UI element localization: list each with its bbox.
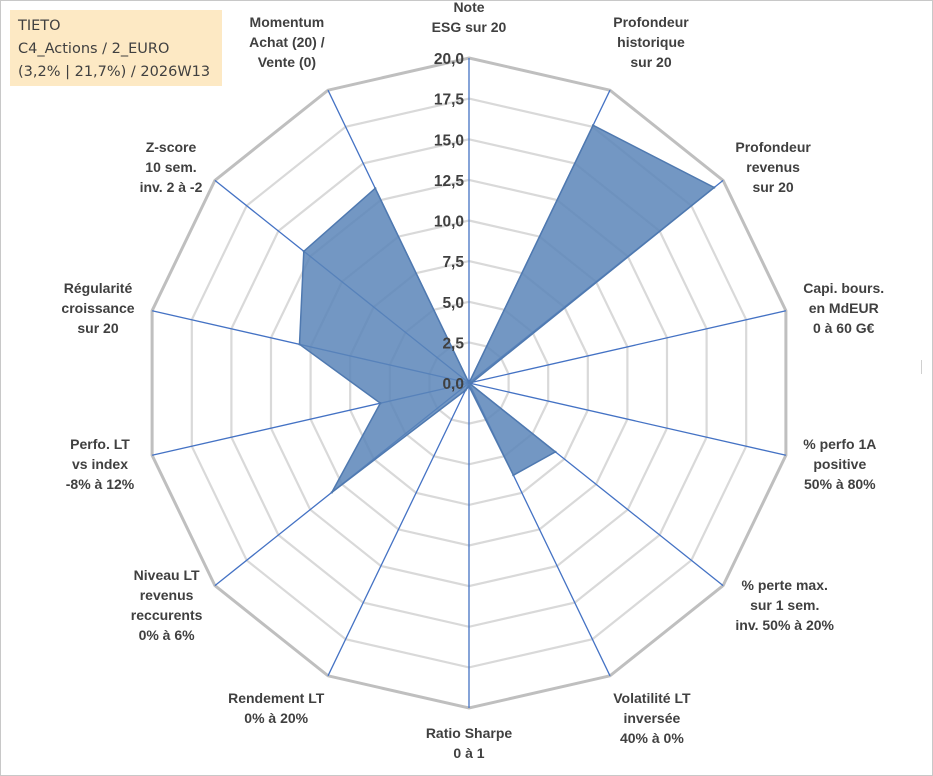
tick-label: 17,5 [434, 92, 465, 109]
tick-label: 0,0 [442, 376, 464, 393]
stock-name: TIETO [18, 18, 61, 34]
axis-label-line: 0 à 60 G€ [813, 320, 875, 336]
tick-label: 12,5 [434, 173, 465, 190]
axis-label-line: 10 sem. [145, 159, 196, 175]
data-point [467, 381, 471, 385]
axis-label-line: sur 20 [77, 320, 118, 336]
data-point [379, 402, 382, 405]
tick-label: 10,0 [434, 214, 464, 231]
axis-label-line: sur 20 [630, 54, 671, 70]
axis-label-line: 50% à 80% [804, 476, 876, 492]
axis-label-line: Note [453, 0, 484, 15]
axis-label-line: 0% à 20% [244, 710, 308, 726]
tick-label: 20,0 [434, 51, 464, 68]
axis-label-line: reccurents [131, 607, 203, 623]
data-point [374, 187, 377, 190]
axis-label-line: historique [617, 34, 685, 50]
axis-label: Volatilité LT inversée 40% à 0% [613, 690, 691, 746]
axis-label-line: vs index [72, 456, 128, 472]
axis-label-line: Z-score [146, 139, 197, 155]
axis-label-line: sur 1 sem. [750, 597, 819, 613]
axis-label-line: Profondeur [735, 139, 811, 155]
axis-label-line: Ratio Sharpe [426, 725, 513, 741]
axis-label-line: 0% à 6% [139, 627, 196, 643]
axis-label-line: 40% à 0% [620, 730, 684, 746]
data-point [330, 491, 333, 494]
axis-label-line: revenus [746, 159, 800, 175]
axis-label-line: sur 20 [752, 179, 793, 195]
data-point [464, 389, 467, 392]
axis-label-line: Vente (0) [258, 54, 316, 70]
axis-label-line: revenus [140, 587, 194, 603]
axis-label-line: Capi. bours. [803, 280, 884, 296]
axis-label-line: % perfo 1A [803, 436, 876, 452]
axis-label-line: Niveau LT [134, 567, 200, 583]
axis-label-line: croissance [61, 300, 134, 316]
axis-label-line: positive [813, 456, 866, 472]
axis-label: Z-score 10 sem. inv. 2 à -2 [140, 139, 203, 195]
axis-spoke [468, 310, 787, 384]
info-box: TIETO C4_Actions / 2_EURO (3,2% | 21,7%)… [10, 10, 222, 86]
edge-marker [921, 360, 925, 374]
axis-label: Régularité croissance sur 20 [61, 280, 134, 336]
tick-label: 5,0 [442, 295, 464, 312]
axis-label: Capi. bours. en MdEUR 0 à 60 G€ [803, 280, 884, 336]
axis-spoke [468, 382, 787, 456]
axis-label-line: % perte max. [742, 577, 828, 593]
radar-series [298, 124, 716, 494]
axis-label: Note ESG sur 20 [432, 0, 507, 35]
axis-label-line: Profondeur [613, 14, 689, 30]
axis-labels: Note ESG sur 20 Profondeur historique sur 20… [61, 0, 884, 761]
axis-label-line: ESG sur 20 [432, 19, 507, 35]
data-point [512, 474, 515, 477]
axis-label-line: inversée [623, 710, 680, 726]
data-point [554, 450, 557, 454]
axis-label-line: en MdEUR [809, 300, 879, 316]
tick-label: 2,5 [442, 335, 464, 352]
radial-tick-labels: 0,0 2,5 5,0 7,5 10,0 12,5 15,0 17,5 20,0 [434, 51, 465, 393]
tick-label: 15,0 [434, 132, 464, 149]
axis-label: % perfo 1A positive 50% à 80% [803, 436, 876, 492]
axis-label-line: Momentum [250, 14, 325, 30]
axis-label: Profondeur revenus sur 20 [735, 139, 811, 195]
axis-label-line: Volatilité LT [613, 690, 691, 706]
axis-label: Momentum Achat (20) / Vente (0) [249, 14, 325, 70]
data-point [467, 385, 471, 388]
period-label: (3,2% | 21,7%) / 2026W13 [18, 64, 211, 80]
data-point [298, 343, 301, 346]
axis-label-line: inv. 50% à 20% [735, 617, 834, 633]
axis-label: Rendement LT 0% à 20% [228, 690, 325, 726]
axis-label: Ratio Sharpe 0 à 1 [426, 725, 513, 761]
axis-label: Niveau LT revenus reccurents 0% à 6% [131, 567, 203, 643]
axis-label-line: Achat (20) / [249, 34, 325, 50]
data-point [302, 250, 305, 253]
axis-label-line: -8% à 12% [66, 476, 135, 492]
data-point [713, 186, 716, 189]
axis-label: % perte max. sur 1 sem. inv. 50% à 20% [735, 577, 834, 633]
data-point [591, 124, 595, 127]
portfolio-label: C4_Actions / 2_EURO [18, 41, 170, 57]
data-point [471, 381, 474, 384]
tick-label: 7,5 [442, 254, 464, 271]
axis-label-line: 0 à 1 [453, 745, 484, 761]
axis-label-line: Perfo. LT [70, 436, 130, 452]
axis-label: Perfo. LT vs index -8% à 12% [66, 436, 135, 492]
axis-label-line: Régularité [64, 280, 133, 296]
axis-label-line: Rendement LT [228, 690, 325, 706]
axis-label-line: inv. 2 à -2 [140, 179, 203, 195]
axis-label: Profondeur historique sur 20 [613, 14, 689, 70]
axis-spoke [327, 382, 470, 677]
